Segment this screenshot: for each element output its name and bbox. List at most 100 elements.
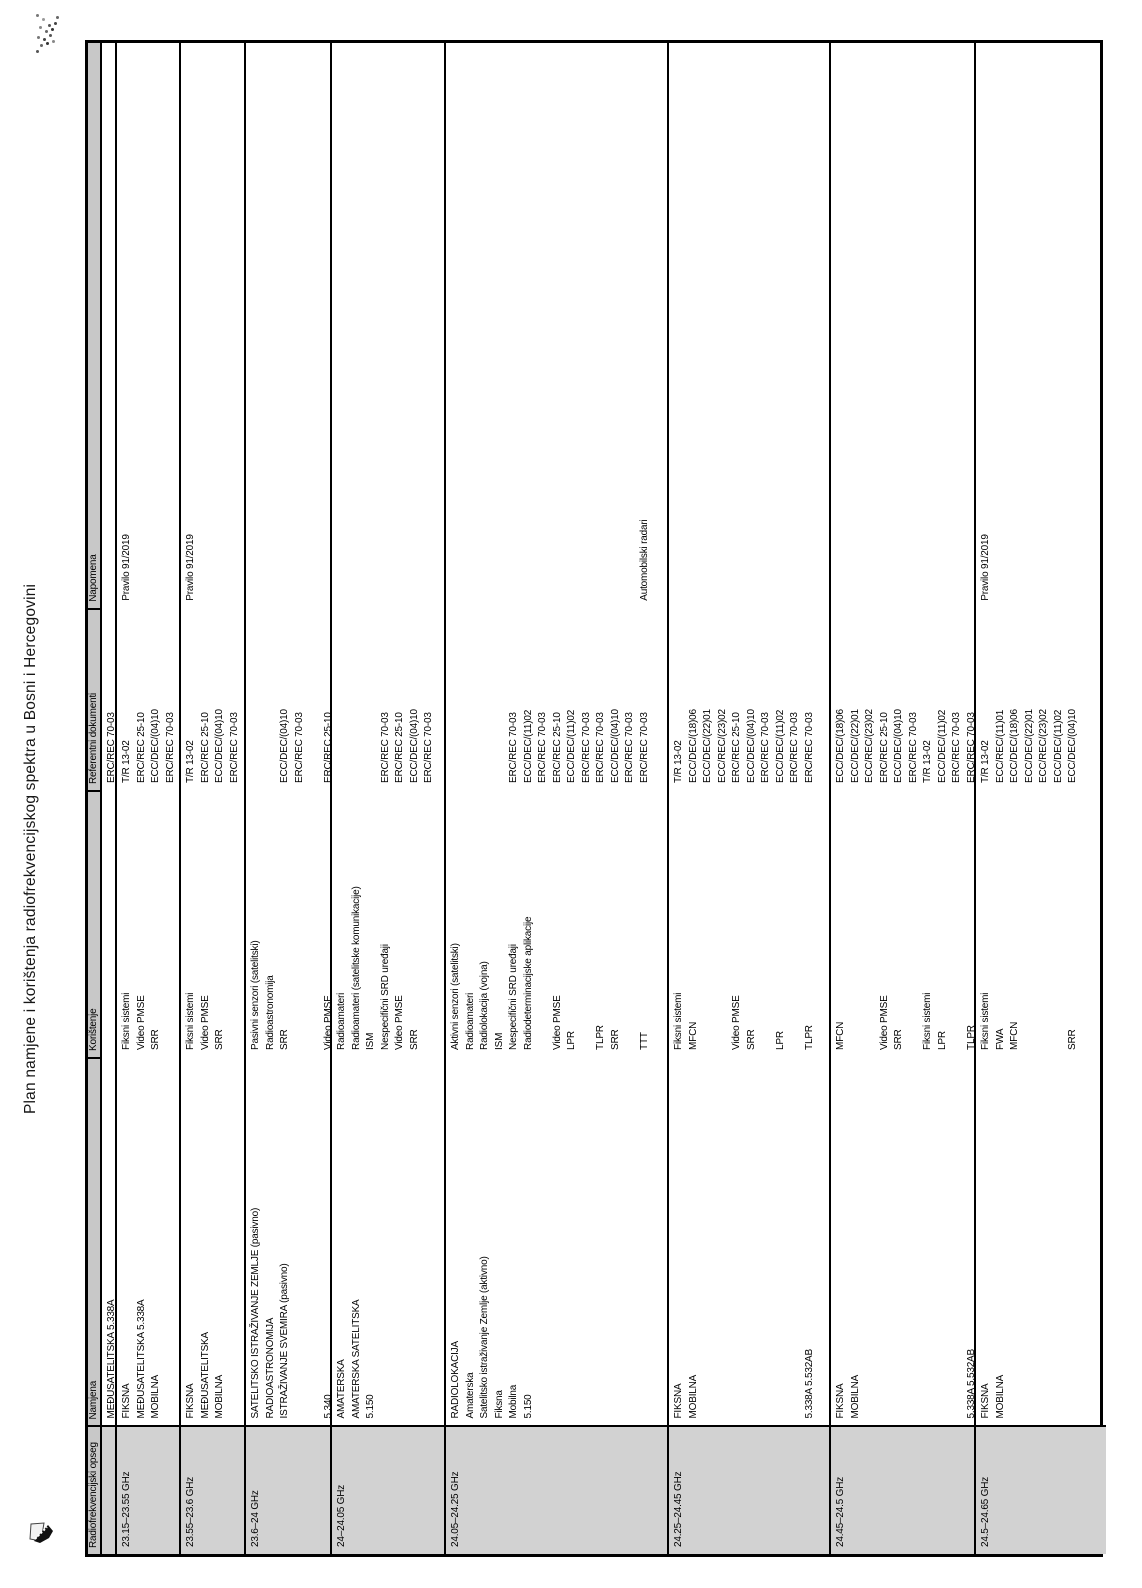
cell-line <box>1052 790 1067 1050</box>
cell-referentni: T/R 13-02 ECC/DEC/(18)06 ECC/DEC/(22)01 ECC… <box>669 608 829 790</box>
cell-line: SRR <box>214 1029 225 1050</box>
cell-line: MFCN <box>835 1021 846 1050</box>
cell-line: SRR <box>408 1029 420 1050</box>
cell-line: ECC/DEC/(04)10 <box>279 709 290 784</box>
cell-line: ERC/REC 70-03 <box>951 712 962 784</box>
cell-line: ECC/DEC/(18)06 <box>835 709 846 784</box>
cell-line <box>716 790 731 1050</box>
cell-line: ECC/DEC/(04)10 <box>408 709 420 784</box>
table-row-24-24.05-: 24–24.05 GHz AMATERSKA AMATERSKA SATELITSK… <box>332 43 446 1554</box>
cell-line: 5.340 <box>322 1394 331 1419</box>
cell-line: Aktivni senzori (satelitski) <box>450 943 461 1050</box>
table-row-24.5-24.65-: 24.5–24.65 GHz FIKSNA MOBILNA Fiksni sistem… <box>976 43 1106 1554</box>
cell-line: 23.6–24 GHz <box>250 1490 261 1547</box>
cell-line <box>1023 790 1038 1050</box>
page-title: Plan namjene i korištenja radiofrekvenci… <box>22 583 39 1114</box>
cell-line: 5.150 <box>522 1394 534 1419</box>
cell-line <box>907 790 922 1050</box>
cell-koristenje: MFCN Video PMSE SRR Fiksni sistemi LPR TLPR <box>831 790 974 1057</box>
cell-line: Pravilo 91/2019 <box>980 534 991 601</box>
cell-line: Video PMSE <box>878 995 890 1050</box>
cell-line: SRR <box>150 1029 161 1050</box>
cell-line: ERC/REC 70-03 <box>907 712 919 784</box>
speckle-artifact-icon <box>36 14 39 17</box>
cell-line: Nespecifični SRD uređaji <box>379 944 391 1050</box>
cell-line: Pravilo 91/2019 <box>185 534 196 601</box>
header-referentni-dokumenti: Referentni dokumenti <box>88 607 100 791</box>
cell-line: ERC/REC 70-03 <box>228 712 240 784</box>
cell-line: ECC/REC/(23)02 <box>1038 709 1049 784</box>
cell-line: 24.5–24.65 GHz <box>980 1476 991 1547</box>
cell-line: ERC/REC 70-03 <box>508 712 519 784</box>
cell-line <box>892 1057 907 1419</box>
cell-line <box>449 608 464 783</box>
cell-line <box>522 43 537 601</box>
cell-line: RADIOLOKACIJA <box>450 1341 461 1419</box>
cell-line: MEĐUSATELITSKA <box>199 1332 211 1419</box>
cell-napomena <box>102 43 115 608</box>
cell-line <box>293 1057 308 1419</box>
cell-line: AMATERSKA SATELITSKA <box>350 1299 362 1419</box>
cell-line <box>849 790 864 1050</box>
cell-line: ERC/REC 70-03 <box>595 712 606 784</box>
cell-line <box>745 1057 760 1419</box>
cell-namjena: FIKSNA MOBILNA <box>976 1057 1106 1426</box>
cell-radiofrekvencijski-opseg: 24.25–24.45 GHz <box>669 1425 829 1554</box>
cell-line: SRR <box>745 1029 757 1050</box>
cell-line <box>307 1057 322 1419</box>
cell-line: Nespecifični SRD uređaji <box>508 944 519 1050</box>
cell-line: FWA <box>994 1028 1006 1050</box>
cell-line: Pravilo 91/2019 <box>121 534 132 601</box>
header-namjena: Namjena <box>88 1056 100 1426</box>
cell-line <box>307 608 322 783</box>
cell-line: Radioastronomija <box>264 975 276 1050</box>
cell-line: LPR <box>566 1031 577 1050</box>
cell-line: FIKSNA <box>673 1383 684 1419</box>
cell-line <box>716 1057 731 1419</box>
cell-line: ERC/REC 70-03 <box>624 712 635 784</box>
cell-line <box>364 608 379 783</box>
cell-napomena: Pravilo 91/2019 <box>976 43 1106 608</box>
cell-radiofrekvencijski-opseg: 23.15–23.55 GHz <box>117 1425 179 1554</box>
cell-line: ISM <box>365 1032 376 1050</box>
cell-line: Video PMSE <box>135 995 147 1050</box>
cell-line <box>478 43 493 601</box>
cell-koristenje: Fiksni sistemi Video PMSE SRR <box>181 790 244 1057</box>
table-row-24.25-24.45-: 24.25–24.45 GHz FIKSNA MOBILNA 5.338A 5.532… <box>669 43 831 1554</box>
cell-namjena: FIKSNA MEĐUSATELITSKA 5.338A MOBILNA <box>117 1057 179 1426</box>
cell-line: ERC/REC 70-03 <box>164 712 176 784</box>
cell-line: MFCN <box>687 1021 699 1050</box>
cell-koristenje: Pasivni senzori (satelitski) Radioastrono… <box>246 790 330 1057</box>
cell-line: MOBILNA <box>849 1374 861 1419</box>
cell-line: ERC/REC 25-10 <box>394 712 405 784</box>
cell-referentni: ERC/REC 70-03 ECC/DEC/(11)02 ERC/REC 70-03… <box>446 608 667 790</box>
cell-line: LPR <box>774 1031 786 1050</box>
cell-napomena <box>332 43 444 608</box>
cell-line <box>536 790 551 1050</box>
cell-line: ERC/REC 70-03 <box>638 712 650 784</box>
cell-line: ERC/REC 70-03 <box>106 712 115 784</box>
cell-line: ERC/REC 70-03 <box>760 712 771 784</box>
header-koristenje: Korištenje <box>88 790 100 1057</box>
cell-line: MOBILNA <box>150 1374 161 1419</box>
cell-line: 24.45–24.5 GHz <box>835 1476 846 1547</box>
cell-line: Mobilna <box>508 1384 519 1419</box>
cell-line: ERC/REC 70-03 <box>965 712 975 784</box>
cell-line <box>307 790 322 1050</box>
cell-line <box>580 43 595 601</box>
cell-line: TLPR <box>965 1025 975 1050</box>
cell-namjena: RADIOLOKACIJA Amaterska Satelitsko istraži… <box>446 1057 667 1426</box>
cell-line: 24–24.05 GHz <box>336 1484 347 1547</box>
cell-line <box>701 790 716 1050</box>
cell-line <box>264 608 279 783</box>
cell-line <box>921 1057 936 1419</box>
cell-line <box>493 608 508 783</box>
cell-line: Fiksna <box>493 1390 505 1419</box>
cell-line: ECC/DEC/(04)10 <box>745 709 757 784</box>
cell-line: ERC/REC 25-10 <box>731 712 742 784</box>
table-row-24.05-24.25-: 24.05–24.25 GHz RADIOLOKACIJA Amaterska Sat… <box>446 43 669 1554</box>
cell-line: ECC/DEC/(11)02 <box>936 709 948 784</box>
cell-line <box>701 1057 716 1419</box>
cell-napomena <box>669 43 829 608</box>
cell-line <box>623 790 638 1050</box>
